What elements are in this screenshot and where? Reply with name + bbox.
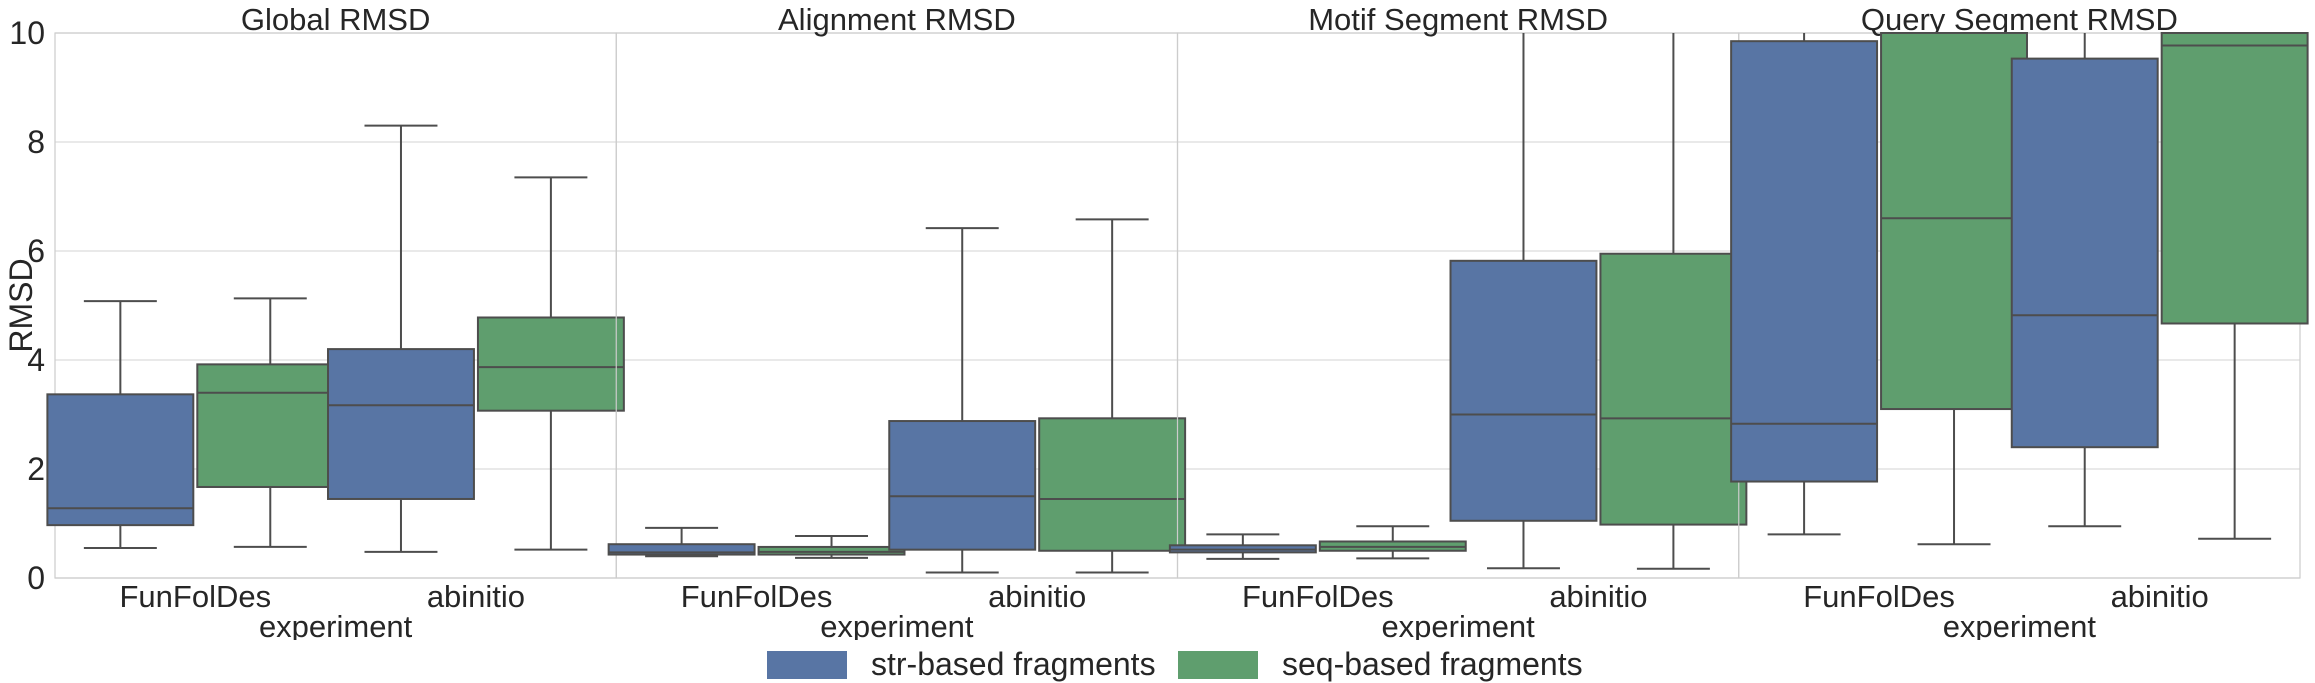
x-axis-label-4: experiment bbox=[1943, 609, 2097, 640]
y-tick-label-2: 2 bbox=[27, 451, 45, 487]
box-1-2-1 bbox=[327, 348, 475, 500]
panel-title-4: Query Segment RMSD bbox=[1861, 2, 2178, 37]
legend: str-based fragments seq-based fragments bbox=[0, 640, 2315, 683]
panel-title-2: Alignment RMSD bbox=[778, 2, 1016, 37]
legend-item-str: str-based fragments bbox=[767, 646, 1156, 683]
box-4-1-1 bbox=[1730, 40, 1879, 483]
x-axis-label-1: experiment bbox=[259, 609, 413, 640]
box-3-2-1 bbox=[1449, 259, 1598, 522]
x-axis-label-3: experiment bbox=[1381, 609, 1535, 640]
box-1-1-1 bbox=[46, 393, 195, 527]
legend-swatch-str bbox=[767, 650, 847, 679]
box-4-1-2 bbox=[1880, 32, 2028, 411]
legend-label-seq: seq-based fragments bbox=[1282, 646, 1583, 682]
x-tick-label-1-2: abinitio bbox=[427, 579, 525, 614]
box-4-2-1 bbox=[2010, 57, 2159, 449]
y-tick-label-0: 0 bbox=[27, 560, 45, 596]
y-tick-label-10: 10 bbox=[9, 15, 45, 51]
box-2-1-2 bbox=[757, 545, 906, 556]
x-tick-label-1-1: FunFolDes bbox=[120, 579, 272, 614]
x-tick-label-2-2: abinitio bbox=[988, 579, 1086, 614]
box-1-1-2 bbox=[196, 363, 345, 488]
x-tick-label-4-1: FunFolDes bbox=[1803, 579, 1955, 614]
legend-swatch-seq bbox=[1178, 650, 1258, 679]
y-tick-label-8: 8 bbox=[27, 124, 45, 160]
x-tick-label-3-2: abinitio bbox=[1549, 579, 1647, 614]
y-axis-label: RMSD bbox=[3, 258, 39, 352]
x-tick-label-3-1: FunFolDes bbox=[1242, 579, 1394, 614]
box-2-2-2 bbox=[1038, 417, 1187, 552]
x-tick-label-4-2: abinitio bbox=[2111, 579, 2209, 614]
box-2-2-1 bbox=[888, 420, 1037, 551]
panel-title-3: Motif Segment RMSD bbox=[1308, 2, 1608, 37]
box-3-2-2 bbox=[1599, 252, 1748, 526]
y-tick-label-4: 4 bbox=[27, 342, 45, 378]
y-tick-label-6: 6 bbox=[27, 233, 45, 269]
box-4-2-2 bbox=[2160, 32, 2309, 325]
legend-label-str: str-based fragments bbox=[871, 646, 1156, 682]
legend-item-seq: seq-based fragments bbox=[1178, 646, 1583, 683]
x-axis-label-2: experiment bbox=[820, 609, 974, 640]
box-2-1-1 bbox=[607, 543, 756, 556]
box-1-2-2 bbox=[476, 316, 625, 412]
x-tick-label-2-1: FunFolDes bbox=[681, 579, 833, 614]
panel-title-1: Global RMSD bbox=[241, 2, 431, 37]
